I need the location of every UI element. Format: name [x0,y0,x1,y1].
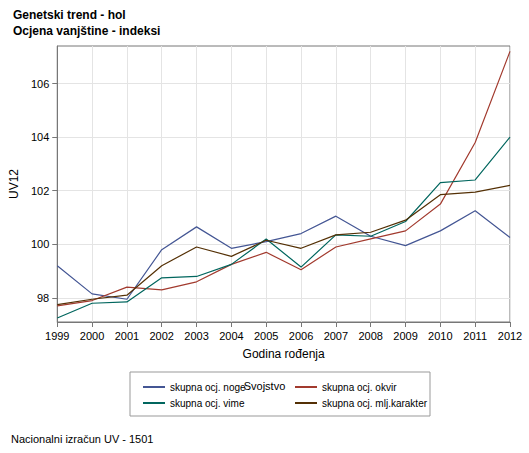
svg-text:2010: 2010 [428,330,452,342]
svg-text:106: 106 [31,78,49,90]
svg-text:Svojstvo: Svojstvo [244,380,286,392]
svg-text:UV12: UV12 [7,169,21,199]
svg-text:2011: 2011 [463,330,487,342]
svg-text:104: 104 [31,131,49,143]
svg-text:2000: 2000 [80,330,104,342]
svg-text:102: 102 [31,185,49,197]
svg-text:2001: 2001 [115,330,139,342]
svg-text:100: 100 [31,238,49,250]
svg-text:Godina rođenja: Godina rođenja [243,347,325,361]
svg-text:1999: 1999 [45,330,69,342]
svg-text:2006: 2006 [289,330,313,342]
svg-text:skupna ocj. vime: skupna ocj. vime [170,398,245,409]
svg-text:2005: 2005 [254,330,278,342]
svg-text:2007: 2007 [324,330,348,342]
svg-text:Genetski trend - hol: Genetski trend - hol [13,8,126,22]
svg-text:2004: 2004 [219,330,243,342]
svg-text:Ocjena vanjštine - indeksi: Ocjena vanjštine - indeksi [13,24,160,38]
svg-text:98: 98 [37,292,49,304]
svg-text:2008: 2008 [358,330,382,342]
svg-text:skupna ocj. mlj.karakter: skupna ocj. mlj.karakter [322,398,428,409]
svg-text:skupna ocj. noge: skupna ocj. noge [170,382,246,393]
svg-text:Nacionalni izračun UV - 1501: Nacionalni izračun UV - 1501 [11,433,153,445]
svg-text:2009: 2009 [393,330,417,342]
svg-text:2012: 2012 [498,330,522,342]
svg-text:2002: 2002 [149,330,173,342]
svg-text:2003: 2003 [184,330,208,342]
svg-text:skupna ocj. okvir: skupna ocj. okvir [322,382,397,393]
